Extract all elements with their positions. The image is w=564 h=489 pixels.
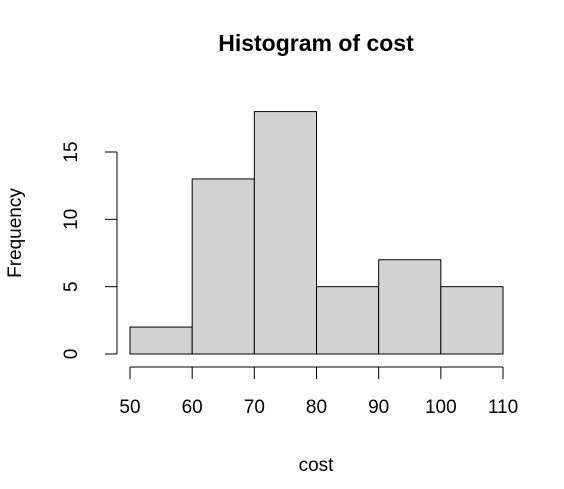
bar — [191, 178, 255, 355]
chart-title: Histogram of cost — [218, 30, 414, 56]
bar — [378, 259, 442, 355]
y-tick-label: 0 — [61, 349, 82, 360]
y-tick-label: 15 — [61, 141, 82, 162]
x-tick-label: 80 — [306, 397, 327, 418]
x-tick-label: 70 — [244, 397, 265, 418]
x-tick-label: 60 — [182, 397, 203, 418]
x-tick-label: 110 — [488, 397, 518, 418]
bar — [129, 326, 193, 355]
y-tick-label: 5 — [61, 281, 82, 292]
bar — [440, 286, 504, 355]
bar — [253, 111, 317, 355]
y-tick-label: 10 — [61, 209, 82, 230]
bar — [316, 286, 380, 355]
y-axis-label: Frequency — [5, 188, 26, 278]
x-tick-label: 50 — [119, 397, 140, 418]
x-axis-label: cost — [299, 455, 335, 476]
x-tick-label: 90 — [368, 397, 389, 418]
x-tick-label: 100 — [425, 397, 457, 418]
